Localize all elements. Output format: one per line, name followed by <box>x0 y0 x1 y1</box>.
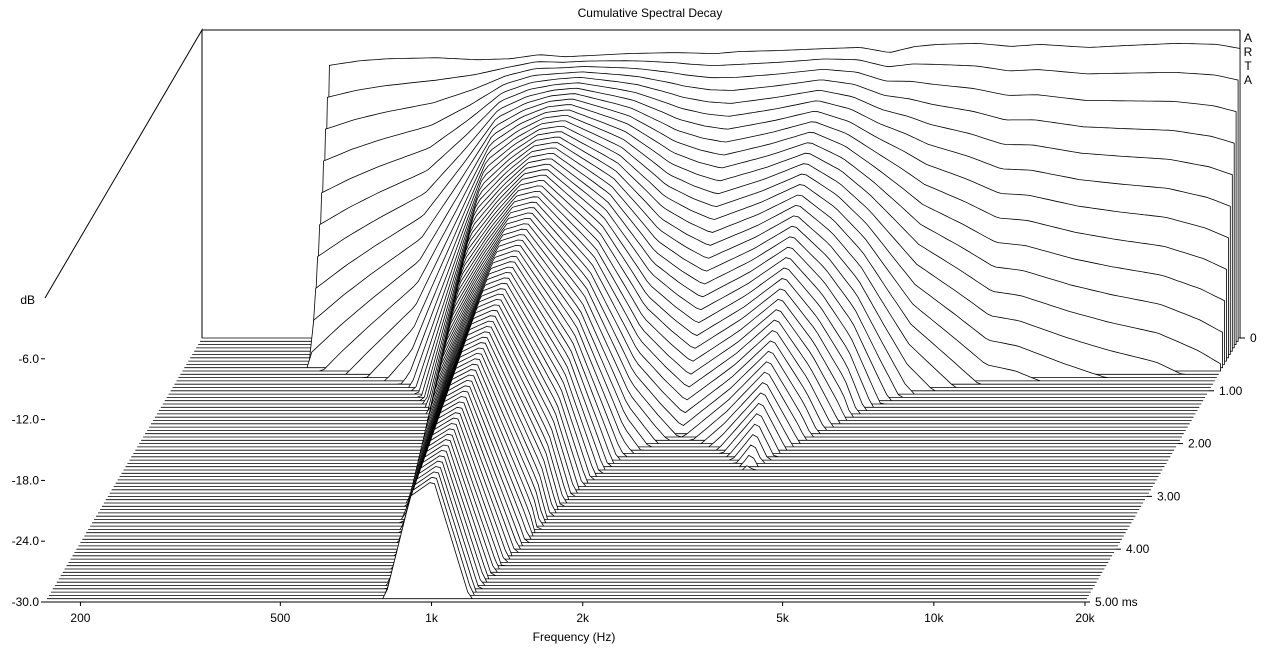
z-tick-label: 3.00 <box>1157 489 1181 503</box>
decay-slice <box>70 417 1111 560</box>
y-axis-label: dB <box>20 293 35 307</box>
z-tick-label: 0 <box>1250 331 1257 345</box>
y-tick-label: -12.0 <box>12 413 40 427</box>
decay-slice <box>60 444 1101 576</box>
decay-slice <box>52 466 1093 590</box>
decay-slice <box>143 217 1182 438</box>
decay-slice <box>72 412 1113 557</box>
decay-slice <box>101 331 1142 507</box>
z-tick-label: 1.00 <box>1219 384 1243 398</box>
z-tick-label: 2.00 <box>1188 437 1212 451</box>
decay-slice <box>96 347 1136 517</box>
decay-slice <box>135 239 1175 451</box>
decay-slice <box>141 223 1180 441</box>
decay-slice <box>47 482 1087 600</box>
decay-slice <box>119 282 1159 477</box>
brand-letter: A <box>1244 73 1252 87</box>
decay-slice <box>115 293 1155 484</box>
axis-ticks: 200 500 1k 2k 5k 10k 20k -6.0 -12.0 -18.0 -24.0 -30… <box>12 331 1257 625</box>
decay-slice <box>64 433 1105 570</box>
decay-slice <box>90 363 1130 527</box>
decay-slice <box>100 336 1140 510</box>
decay-slice <box>74 406 1115 553</box>
decay-slice <box>125 266 1165 468</box>
decay-slice <box>145 212 1184 435</box>
y-tick-label: -30.0 <box>12 595 40 609</box>
brand-letter: T <box>1244 59 1252 73</box>
y-tick-label: -6.0 <box>18 352 39 366</box>
chart-title: Cumulative Spectral Decay <box>578 6 723 20</box>
z-tick-label: 4.00 <box>1126 542 1150 556</box>
decay-slice <box>50 471 1091 593</box>
decay-slice <box>88 369 1128 530</box>
x-tick-label: 20k <box>1075 611 1095 625</box>
decay-slice <box>78 396 1118 547</box>
decay-slice <box>103 326 1144 504</box>
decay-slice <box>109 309 1149 494</box>
decay-slice <box>133 244 1173 454</box>
x-tick-label: 500 <box>270 611 290 625</box>
waterfall-slices <box>45 42 1241 603</box>
decay-slice <box>94 352 1134 520</box>
decay-slice <box>98 342 1138 514</box>
x-tick-label: 2k <box>576 611 590 625</box>
decay-slice <box>92 358 1132 524</box>
decay-slice <box>123 272 1163 471</box>
decay-slice <box>137 234 1177 448</box>
decay-slice <box>82 385 1122 540</box>
y-tick-label: -24.0 <box>12 534 40 548</box>
z-tick-label: 5.00 ms <box>1095 595 1138 609</box>
x-axis-label: Frequency (Hz) <box>533 630 616 644</box>
decay-slice <box>131 250 1171 458</box>
decay-slice <box>117 288 1157 481</box>
side-wall-outline <box>44 28 203 338</box>
x-tick-label: 5k <box>776 611 790 625</box>
decay-slice <box>76 401 1116 550</box>
decay-slice <box>147 207 1186 431</box>
decay-slice <box>111 304 1151 491</box>
decay-slice <box>86 374 1126 534</box>
decay-slice <box>68 423 1109 563</box>
decay-slice <box>48 476 1089 596</box>
decay-slice <box>129 255 1169 461</box>
x-tick-label: 200 <box>70 611 90 625</box>
decay-slice <box>66 428 1107 567</box>
decay-slice <box>121 277 1161 474</box>
decay-slice <box>107 315 1147 497</box>
decay-slice <box>62 439 1103 573</box>
brand-letter: A <box>1244 31 1252 45</box>
x-tick-label: 1k <box>425 611 439 625</box>
decay-slice <box>56 455 1097 583</box>
decay-slice <box>149 201 1188 428</box>
brand-letter: R <box>1244 45 1253 59</box>
decay-slice <box>58 449 1099 580</box>
x-tick-label: 10k <box>924 611 944 625</box>
decay-slice <box>166 152 1206 398</box>
decay-slice <box>54 460 1095 586</box>
y-tick-label: -18.0 <box>12 473 40 487</box>
decay-slice <box>168 147 1208 395</box>
decay-slice <box>80 390 1120 543</box>
decay-slice <box>105 320 1146 501</box>
decay-slice <box>113 299 1153 487</box>
decay-slice <box>84 379 1124 537</box>
decay-slice <box>139 228 1178 444</box>
decay-slice <box>151 196 1190 425</box>
decay-slice <box>127 261 1167 464</box>
